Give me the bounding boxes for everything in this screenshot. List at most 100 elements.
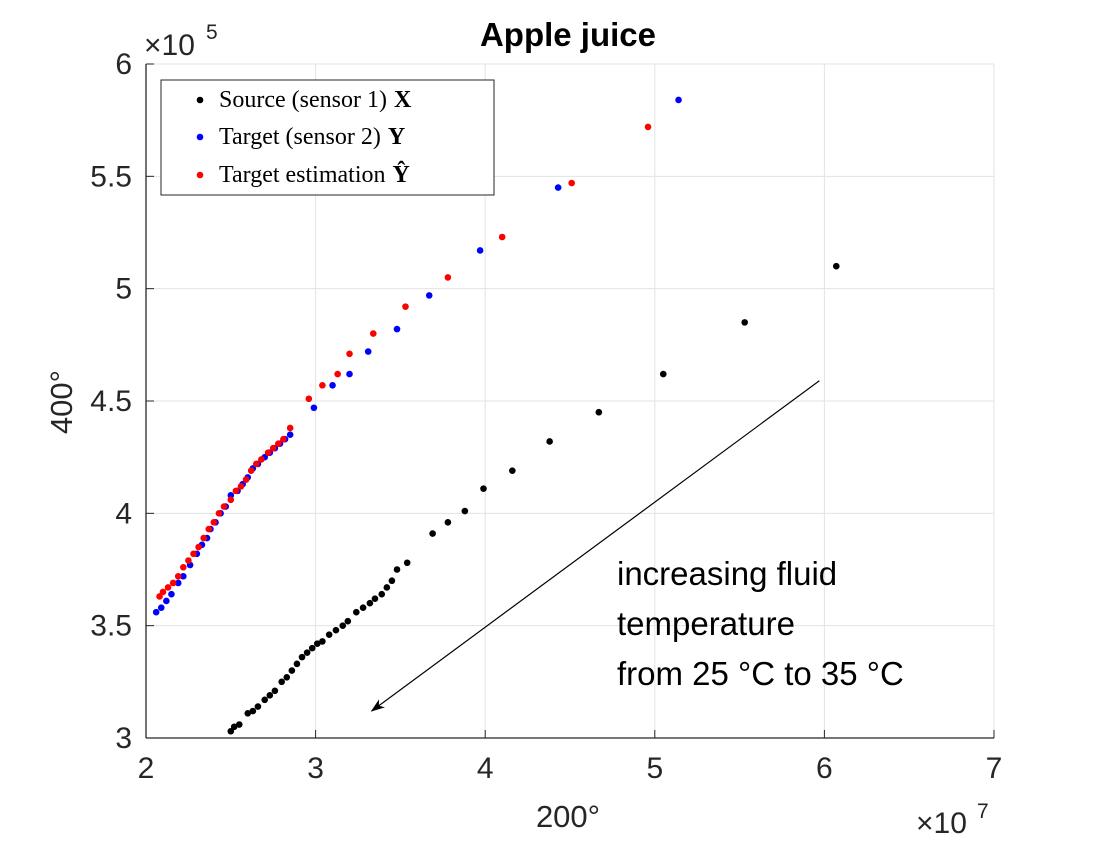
y-tick-label: 5.5: [90, 160, 132, 193]
series-1: [227, 262, 840, 735]
target-point: [174, 579, 182, 587]
x-multiplier-base: ×10: [916, 807, 967, 840]
y-multiplier-base: ×10: [144, 29, 195, 62]
source-point: [403, 559, 411, 567]
source-point: [249, 707, 257, 715]
estimation-point: [220, 503, 228, 510]
annotation: increasing fluid temperature from 25 °C …: [370, 380, 904, 712]
estimation-point: [210, 519, 218, 526]
legend-box: [160, 79, 495, 196]
x-tick-label: 7: [986, 752, 1003, 785]
x-tick-label: 4: [477, 752, 494, 785]
source-point: [266, 692, 274, 699]
target-point: [180, 572, 187, 580]
data-points: [152, 96, 840, 735]
target-point: [310, 404, 318, 412]
estimation-point: [264, 449, 272, 456]
annotation-line-1: increasing fluid: [617, 555, 837, 592]
estimation-point: [195, 543, 202, 551]
source-point: [293, 660, 301, 668]
estimation-point: [319, 381, 326, 389]
legend: Source (sensor 1) X Target (sensor 2) Y Ta…: [160, 79, 495, 196]
y-tick-label: 3.5: [90, 610, 132, 643]
legend-item-source: Source (sensor 1) X: [196, 87, 412, 113]
source-point: [353, 608, 360, 616]
target-point: [393, 325, 401, 333]
source-point: [741, 319, 748, 326]
source-point: [546, 438, 553, 445]
source-point: [509, 467, 516, 474]
legend-marker-target: [196, 133, 204, 141]
target-point: [554, 184, 562, 191]
target-point: [425, 292, 433, 299]
estimation-point: [215, 510, 223, 517]
estimation-point: [237, 483, 245, 490]
x-tick-label: 5: [646, 752, 663, 785]
source-point: [388, 577, 396, 585]
legend-marker-estimation: [196, 171, 204, 179]
temperature-arrow: [370, 380, 820, 712]
source-point: [393, 566, 401, 573]
source-point: [332, 626, 340, 634]
y-tick-label: 3: [115, 722, 132, 755]
source-point: [303, 649, 311, 656]
estimation-point: [159, 588, 167, 596]
series-3: [156, 123, 652, 600]
legend-label-estimation: Target estimation Ŷ: [219, 161, 410, 188]
estimation-point: [227, 496, 235, 504]
estimation-point: [252, 460, 260, 468]
x-axis-label: 200°: [536, 799, 600, 834]
y-multiplier-exponent: 5: [206, 21, 218, 44]
source-point: [378, 590, 386, 598]
source-point: [371, 595, 379, 603]
estimation-point: [247, 467, 255, 474]
estimation-point: [286, 424, 294, 432]
x-tick-label: 2: [138, 752, 155, 785]
source-point: [461, 507, 469, 515]
source-point: [298, 653, 306, 661]
source-point: [339, 622, 347, 629]
estimation-point: [180, 563, 187, 571]
legend-item-target: Target (sensor 2) Y: [196, 124, 405, 150]
source-point: [366, 599, 374, 607]
x-axis-ticks: 2 3 4 5 6 7: [138, 730, 1003, 785]
x-tick-label: 6: [816, 752, 833, 785]
estimation-point: [185, 557, 192, 564]
estimation-point: [190, 550, 197, 558]
target-point: [346, 370, 353, 378]
target-point: [364, 348, 372, 355]
source-point: [319, 638, 326, 645]
estimation-point: [174, 572, 182, 580]
y-tick-label: 5: [115, 273, 132, 306]
target-point: [157, 604, 165, 611]
source-point: [659, 370, 667, 378]
legend-item-estimation: Target estimation Ŷ: [196, 161, 410, 188]
x-multiplier-exponent: 7: [977, 800, 989, 823]
estimation-point: [205, 525, 213, 533]
source-point: [271, 687, 279, 695]
source-point: [480, 485, 487, 492]
source-point: [283, 674, 291, 681]
source-point: [254, 703, 262, 710]
x-axis-multiplier: ×10 7: [916, 800, 989, 840]
estimation-point: [644, 123, 652, 131]
estimation-point: [334, 370, 341, 378]
x-tick-label: 3: [307, 752, 324, 785]
target-point: [168, 590, 175, 598]
source-point: [288, 667, 296, 674]
source-point: [261, 696, 269, 704]
annotation-line-2: temperature: [617, 605, 795, 642]
target-point: [476, 247, 484, 254]
source-point: [344, 617, 352, 625]
target-point: [163, 597, 170, 605]
source-point: [595, 408, 603, 416]
estimation-point: [156, 593, 163, 600]
target-point: [675, 96, 682, 104]
y-axis-ticks: 3 3.5 4 4.5 5 5.5 6: [90, 48, 154, 755]
annotation-line-3: from 25 °C to 35 °C: [617, 655, 904, 692]
estimation-point: [242, 476, 250, 483]
target-point: [152, 608, 160, 616]
source-point: [325, 631, 333, 638]
estimation-point: [498, 233, 506, 241]
